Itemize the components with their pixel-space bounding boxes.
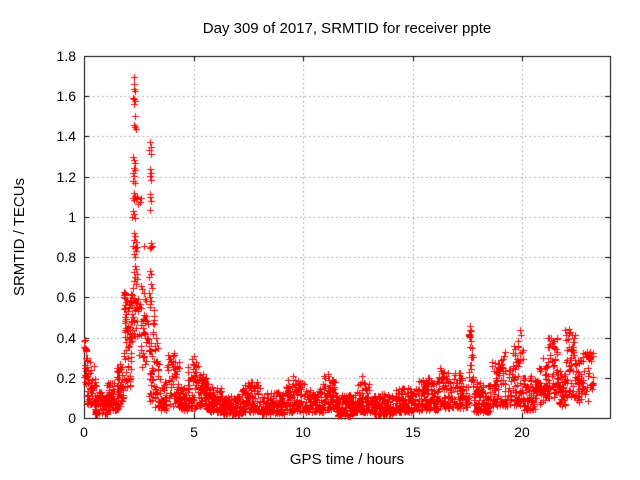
x-tick-label: 5: [190, 424, 198, 440]
x-tick-label: 10: [295, 424, 311, 440]
y-tick-label: 1.8: [56, 48, 76, 64]
y-tick-label: 1.4: [56, 128, 76, 144]
x-tick-label: 20: [514, 424, 530, 440]
chart-title: Day 309 of 2017, SRMTID for receiver ppt…: [202, 20, 492, 37]
y-axis-label-text: SRMTID / TECUs: [10, 177, 28, 297]
x-tick-label: 0: [80, 424, 88, 440]
y-tick-label: 1: [68, 209, 76, 225]
x-axis-label: GPS time / hours: [289, 451, 405, 468]
y-tick-label: 0.6: [56, 289, 76, 305]
y-tick-label: 0: [68, 410, 76, 426]
y-tick-label: 0.8: [56, 249, 76, 265]
y-tick-label: 1.6: [56, 88, 76, 104]
x-tick-label: 15: [405, 424, 421, 440]
y-tick-label: 0.4: [56, 330, 76, 346]
y-tick-label: 1.2: [56, 169, 76, 185]
y-tick-label: 0.2: [56, 370, 76, 386]
